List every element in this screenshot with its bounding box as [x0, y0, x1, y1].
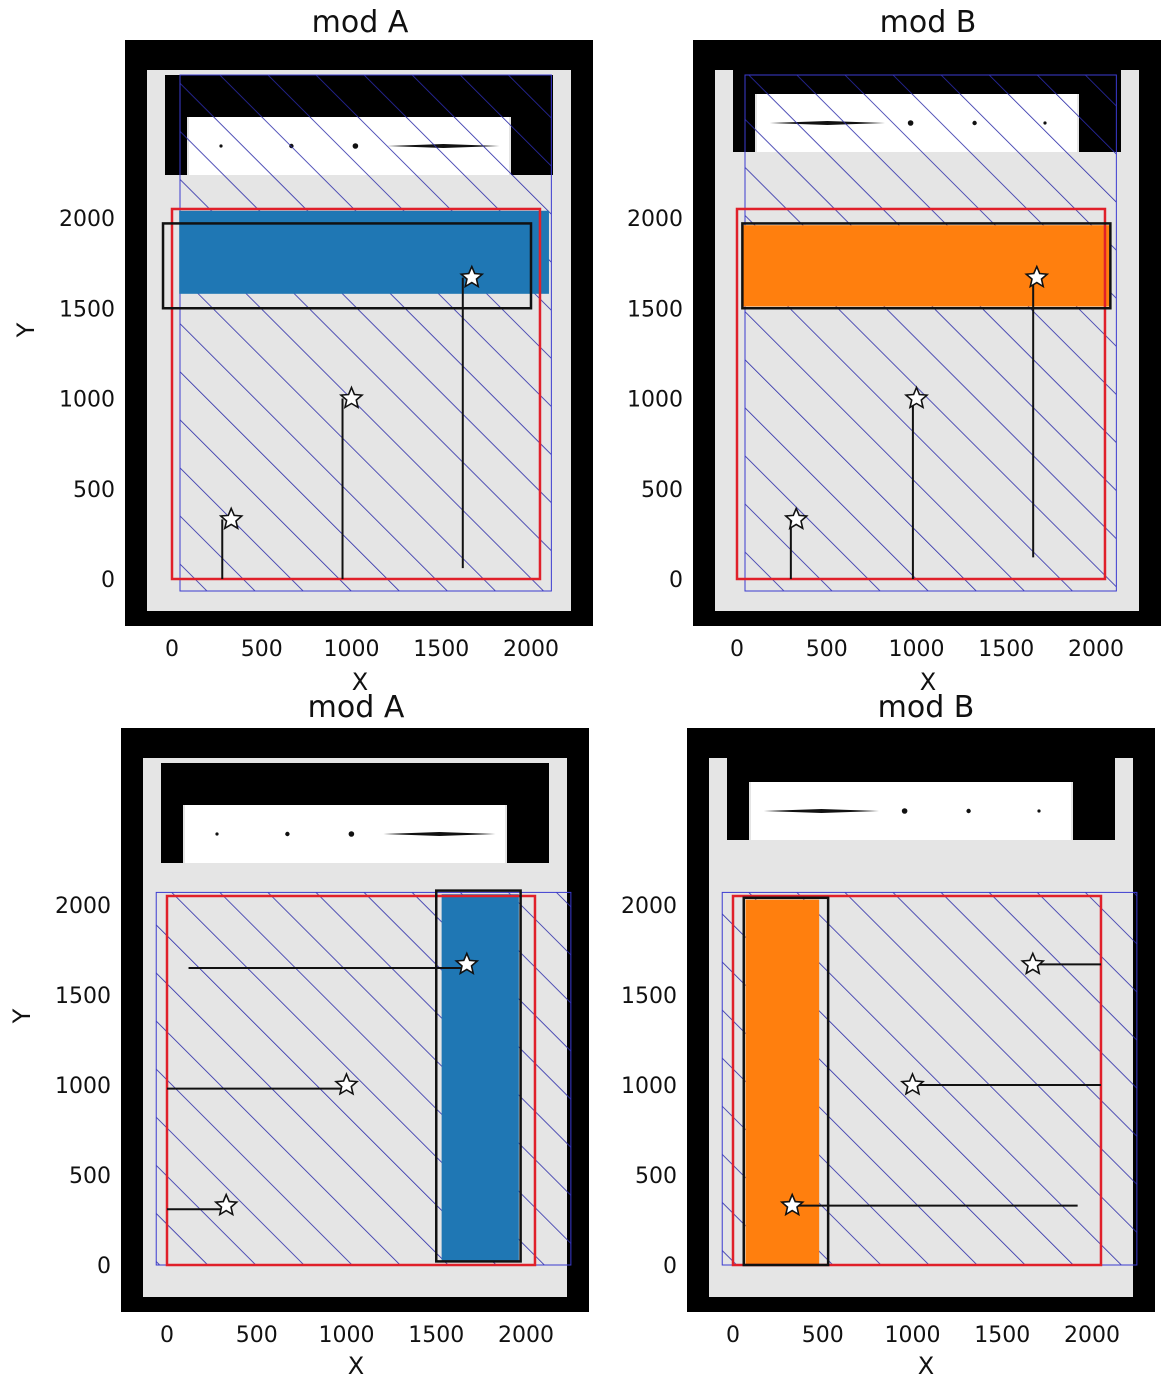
- y-tick-label: 1500: [55, 984, 111, 1009]
- x-tick-label: 0: [165, 637, 179, 662]
- x-tick-label: 0: [730, 637, 744, 662]
- hatched-region: [179, 74, 552, 592]
- bracket-right: [507, 763, 549, 863]
- star-marker: [459, 264, 485, 289]
- star-marker: [1020, 951, 1046, 975]
- red-box: [735, 207, 1107, 581]
- filled-region: [745, 899, 820, 1265]
- spectrum-streak: [763, 809, 879, 813]
- y-tick-label: 500: [635, 1164, 677, 1189]
- star-marker: [1024, 264, 1050, 289]
- panel-1-title: mod A: [312, 5, 409, 40]
- x-tick-label: 2000: [1064, 1323, 1120, 1348]
- red-box: [731, 894, 1103, 1267]
- panel-3-plot-area: 0 500 1000 1500 2000 0 500 1000 1500 2000: [55, 728, 589, 1348]
- spectrum-dot: [285, 831, 290, 837]
- x-tick-label: 1000: [324, 637, 380, 662]
- bracket-left: [727, 740, 749, 840]
- red-box: [165, 894, 537, 1267]
- y-tick-label: 1500: [621, 984, 677, 1009]
- panel-2-xlabel: X: [920, 668, 936, 696]
- spectrum-dot: [215, 832, 219, 836]
- y-tick-label: 500: [73, 478, 115, 503]
- panel-4-xlabel: X: [918, 1352, 934, 1379]
- panel-4-title: mod B: [878, 690, 975, 725]
- star-marker: [213, 1192, 239, 1217]
- panel-4: 0 500 1000 1500 2000 0 500 1000 1500 2000 mod B X: [621, 690, 1155, 1379]
- star-marker: [783, 506, 809, 530]
- panel-3-ylabel: Y: [8, 1008, 36, 1024]
- spectrum-dot: [966, 808, 971, 814]
- y-tick-label: 0: [97, 1254, 111, 1279]
- y-tick-label: 1000: [59, 388, 115, 413]
- x-tick-label: 2000: [503, 637, 559, 662]
- panel-1-ylabel: Y: [12, 322, 40, 338]
- y-tick-label: 0: [663, 1254, 677, 1279]
- star-marker: [454, 951, 480, 975]
- filled-region: [441, 894, 519, 1262]
- spectrum-dot: [348, 831, 355, 837]
- x-tick-label: 1000: [319, 1323, 375, 1348]
- y-tick-label: 500: [641, 478, 683, 503]
- spectrum-dot: [901, 808, 908, 814]
- star-marker: [334, 1071, 359, 1096]
- panel-2-plot-area: 0 500 1000 1500 2000 0 500 1000 1500 2000: [627, 40, 1161, 662]
- x-tick-label: 500: [802, 1323, 844, 1348]
- y-tick-label: 1500: [59, 297, 115, 322]
- star-marker: [900, 1071, 925, 1096]
- panel-2-title: mod B: [880, 5, 977, 40]
- bracket-left: [161, 763, 183, 863]
- y-tick-label: 0: [101, 568, 115, 593]
- slit-box: [741, 222, 1112, 310]
- y-tick-label: 2000: [627, 207, 683, 232]
- spectrum-streak: [383, 832, 496, 836]
- bracket-top: [727, 740, 1115, 782]
- x-tick-label: 500: [241, 637, 283, 662]
- panel-4-plot-area: 0 500 1000 1500 2000 0 500 1000 1500 2000: [621, 728, 1155, 1348]
- x-tick-label: 1500: [974, 1323, 1030, 1348]
- y-tick-label: 1000: [55, 1074, 111, 1099]
- x-tick-label: 1000: [885, 1323, 941, 1348]
- panel-1-xlabel: X: [352, 668, 368, 696]
- hatched-region: [744, 74, 1117, 592]
- y-tick-label: 2000: [55, 894, 111, 919]
- panel-3-title: mod A: [308, 690, 405, 725]
- star-marker: [339, 385, 364, 410]
- y-tick-label: 500: [69, 1164, 111, 1189]
- x-tick-label: 500: [236, 1323, 278, 1348]
- x-tick-label: 0: [726, 1323, 740, 1348]
- x-tick-label: 1500: [408, 1323, 464, 1348]
- star-marker: [218, 506, 244, 530]
- y-tick-label: 0: [669, 568, 683, 593]
- panel-3: 0 500 1000 1500 2000 0 500 1000 1500 2000 mod A X…: [8, 690, 589, 1379]
- y-tick-label: 2000: [59, 207, 115, 232]
- y-tick-label: 1500: [627, 297, 683, 322]
- x-tick-label: 2000: [1068, 637, 1124, 662]
- y-tick-label: 1000: [627, 388, 683, 413]
- panel-3-xlabel: X: [348, 1352, 364, 1379]
- slit-box: [742, 896, 830, 1267]
- x-tick-label: 1000: [889, 637, 945, 662]
- spectrum-dot: [1037, 809, 1041, 813]
- bracket-top: [161, 763, 549, 805]
- slit-box: [161, 222, 533, 310]
- filled-region: [742, 225, 1111, 307]
- x-tick-label: 1500: [978, 637, 1034, 662]
- x-tick-label: 2000: [498, 1323, 554, 1348]
- bracket-right: [1073, 740, 1115, 840]
- y-tick-label: 2000: [621, 894, 677, 919]
- x-tick-label: 1500: [413, 637, 469, 662]
- red-box: [170, 207, 542, 581]
- star-marker: [779, 1192, 805, 1217]
- x-tick-label: 0: [160, 1323, 174, 1348]
- y-tick-label: 1000: [621, 1074, 677, 1099]
- panel-1: 0 500 1000 1500 2000 0 500 1000 1500 2000 mod A X…: [12, 5, 593, 696]
- slit-box: [435, 889, 522, 1263]
- panel-1-plot-area: 0 500 1000 1500 2000 0 500 1000 1500 2000: [59, 40, 593, 662]
- star-marker: [904, 385, 929, 410]
- panel-2: 0 500 1000 1500 2000 0 500 1000 1500 2000 mod B X: [627, 5, 1161, 696]
- x-tick-label: 500: [806, 637, 848, 662]
